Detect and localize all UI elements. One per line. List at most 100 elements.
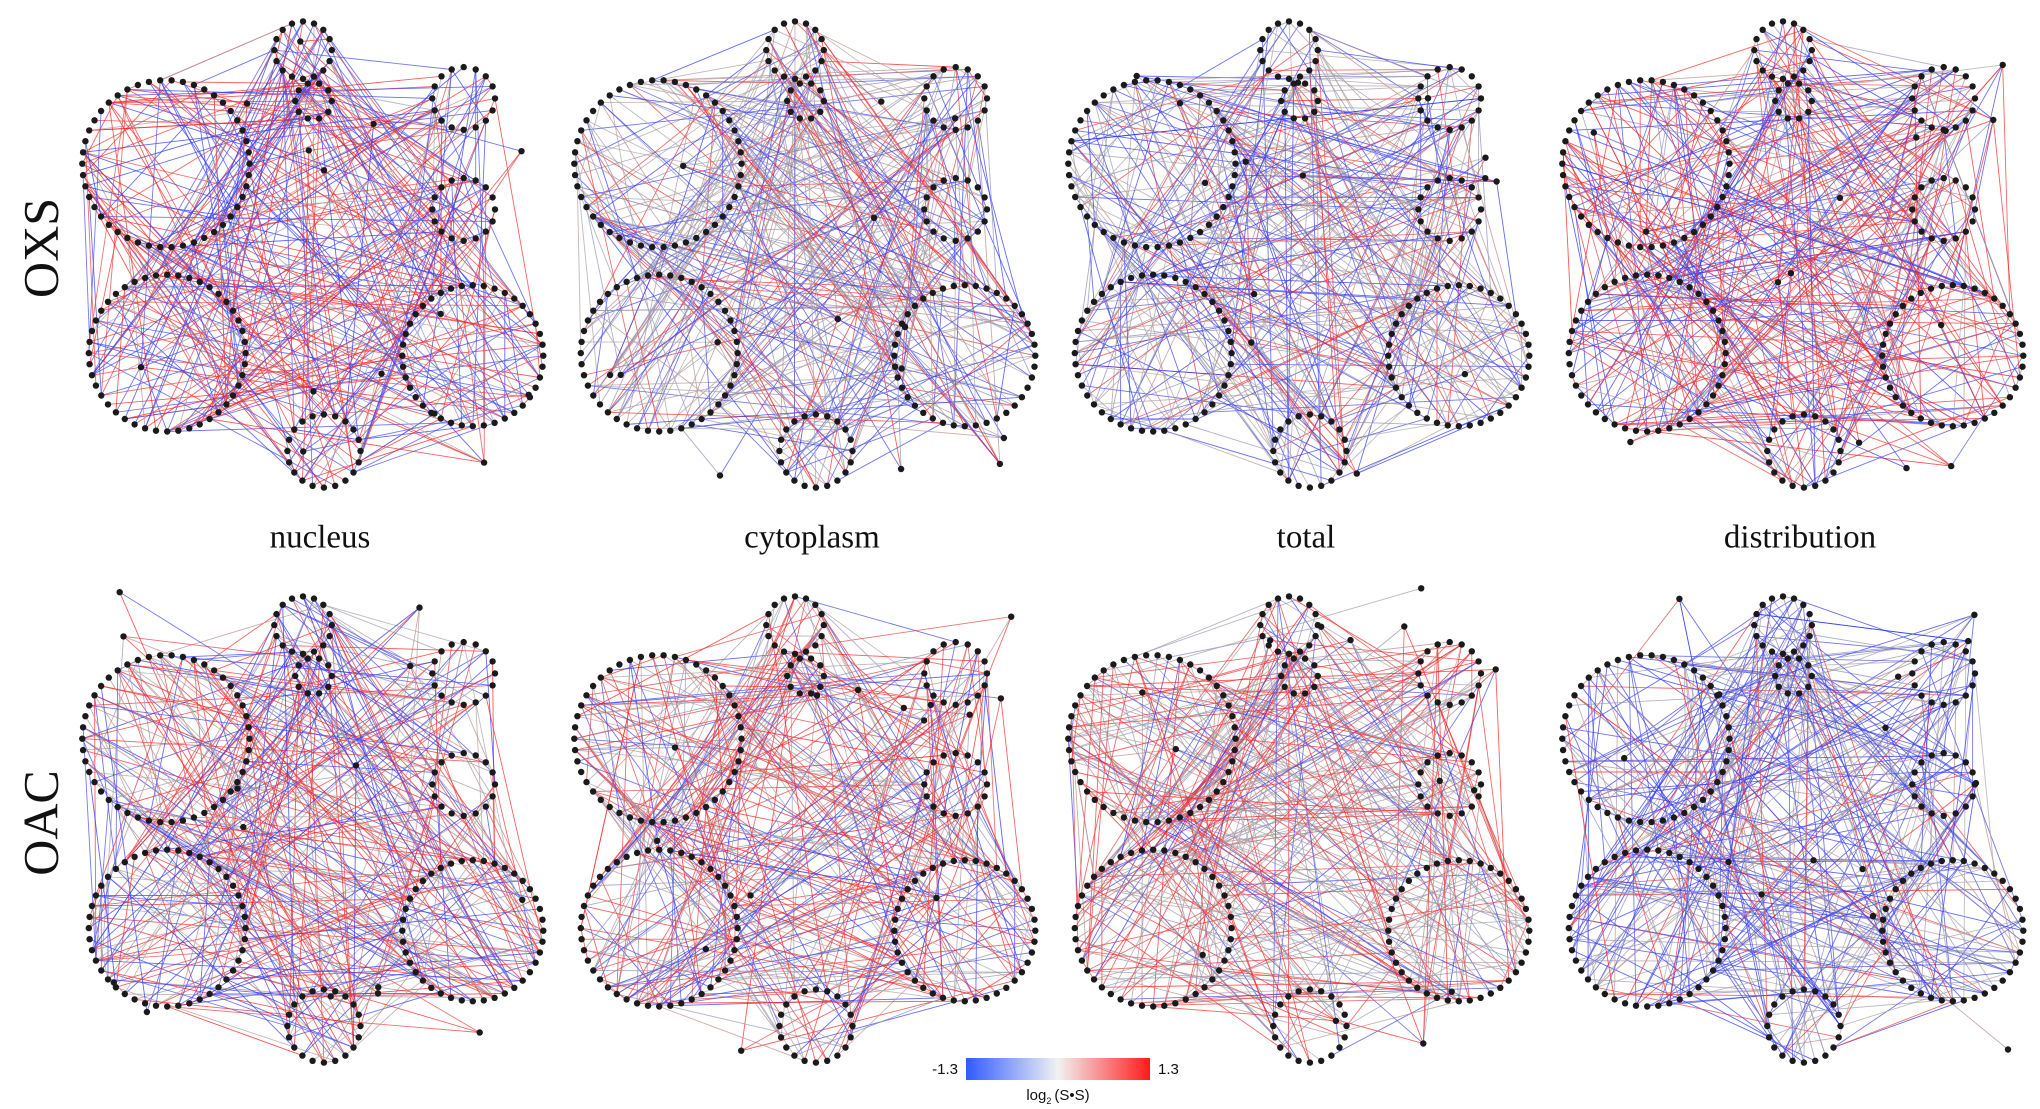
node	[438, 759, 444, 765]
node	[940, 285, 946, 291]
node	[157, 652, 163, 658]
node	[1666, 1000, 1672, 1006]
node	[1719, 947, 1725, 953]
node	[449, 235, 455, 241]
node	[1569, 328, 1575, 334]
node	[86, 194, 92, 200]
node	[407, 960, 413, 966]
node	[215, 866, 221, 872]
node	[1277, 1044, 1283, 1050]
node	[1012, 402, 1018, 408]
node	[1216, 308, 1222, 314]
node	[1336, 469, 1342, 475]
node	[106, 797, 112, 803]
node	[135, 657, 141, 663]
node	[481, 858, 487, 864]
node	[623, 996, 629, 1002]
node	[801, 988, 807, 994]
node	[1562, 713, 1568, 719]
node	[803, 20, 809, 26]
node	[616, 810, 622, 816]
edge	[1164, 181, 1461, 431]
node	[975, 228, 981, 234]
node	[1267, 637, 1273, 643]
node	[1328, 1052, 1334, 1058]
node	[2000, 303, 2006, 309]
node	[332, 413, 338, 419]
node	[667, 428, 673, 434]
node	[124, 661, 130, 667]
node	[98, 108, 104, 114]
node	[590, 108, 596, 114]
node	[1065, 161, 1071, 167]
node	[781, 595, 787, 601]
node	[1686, 991, 1692, 997]
node	[1467, 422, 1473, 428]
node	[1929, 177, 1935, 183]
node	[273, 36, 279, 42]
node	[1478, 670, 1484, 676]
node	[1001, 435, 1007, 441]
node	[1836, 459, 1842, 465]
node	[1328, 477, 1334, 483]
node	[375, 984, 381, 990]
node	[459, 422, 465, 428]
node	[1595, 229, 1601, 235]
node	[1420, 1040, 1426, 1046]
node	[180, 242, 186, 248]
node	[1424, 865, 1430, 871]
node	[416, 604, 422, 610]
node	[1437, 778, 1443, 784]
node	[483, 184, 489, 190]
node	[824, 483, 830, 489]
node	[1110, 86, 1116, 92]
node	[131, 854, 137, 860]
node	[1079, 957, 1085, 963]
node	[1286, 651, 1292, 657]
node	[1161, 847, 1167, 853]
node	[131, 421, 137, 427]
node	[712, 797, 718, 803]
node	[239, 903, 245, 909]
node	[1270, 1023, 1276, 1029]
edge	[299, 90, 540, 377]
node	[1065, 736, 1071, 742]
node	[1785, 80, 1791, 86]
node	[223, 874, 229, 880]
node	[1257, 47, 1263, 53]
node	[1445, 858, 1451, 864]
node	[1573, 892, 1579, 898]
node	[1939, 283, 1945, 289]
node	[1072, 702, 1078, 708]
node	[1259, 633, 1265, 639]
node	[1072, 914, 1078, 920]
node	[1068, 183, 1074, 189]
node	[1161, 1003, 1167, 1009]
node	[994, 290, 1000, 296]
node	[574, 713, 580, 719]
node	[1700, 674, 1706, 680]
node	[1660, 242, 1666, 248]
node	[1068, 138, 1074, 144]
node	[1788, 270, 1794, 276]
node	[734, 350, 740, 356]
node	[1312, 58, 1318, 64]
node	[326, 36, 332, 42]
node	[698, 991, 704, 997]
node	[321, 986, 327, 992]
node	[461, 750, 467, 756]
node	[921, 717, 927, 723]
node	[519, 897, 525, 903]
node	[1593, 866, 1599, 872]
node	[1477, 860, 1483, 866]
node	[1578, 883, 1584, 889]
node	[605, 291, 611, 297]
node	[965, 66, 971, 72]
node	[962, 282, 968, 288]
node	[715, 874, 721, 880]
node	[300, 448, 306, 454]
node	[296, 684, 302, 690]
node	[1941, 64, 1947, 70]
edge	[101, 971, 287, 1027]
node	[157, 819, 163, 825]
